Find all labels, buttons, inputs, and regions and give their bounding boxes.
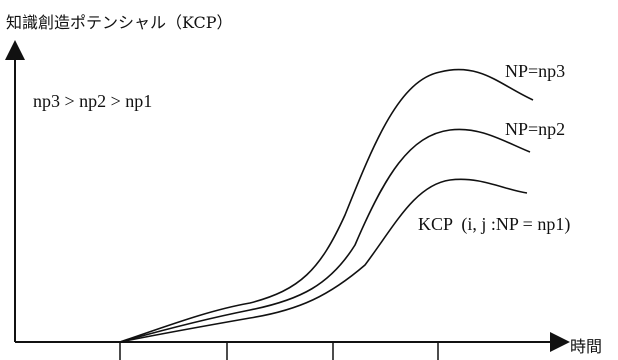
curve-np1 bbox=[119, 178, 528, 343]
x-axis-label: 時間 bbox=[570, 337, 602, 356]
curve-np3 bbox=[119, 68, 534, 343]
curve-label-np2: NP=np2 bbox=[505, 119, 565, 139]
relation-note: np3 > np2 > np1 bbox=[33, 91, 152, 111]
curve-label-np1: KCP (i, j :NP = np1) bbox=[418, 214, 570, 235]
y-axis-label: 知識創造ポテンシャル（KCP） bbox=[6, 13, 233, 32]
curve-np2 bbox=[119, 128, 531, 343]
curve-label-np3: NP=np3 bbox=[505, 61, 565, 81]
